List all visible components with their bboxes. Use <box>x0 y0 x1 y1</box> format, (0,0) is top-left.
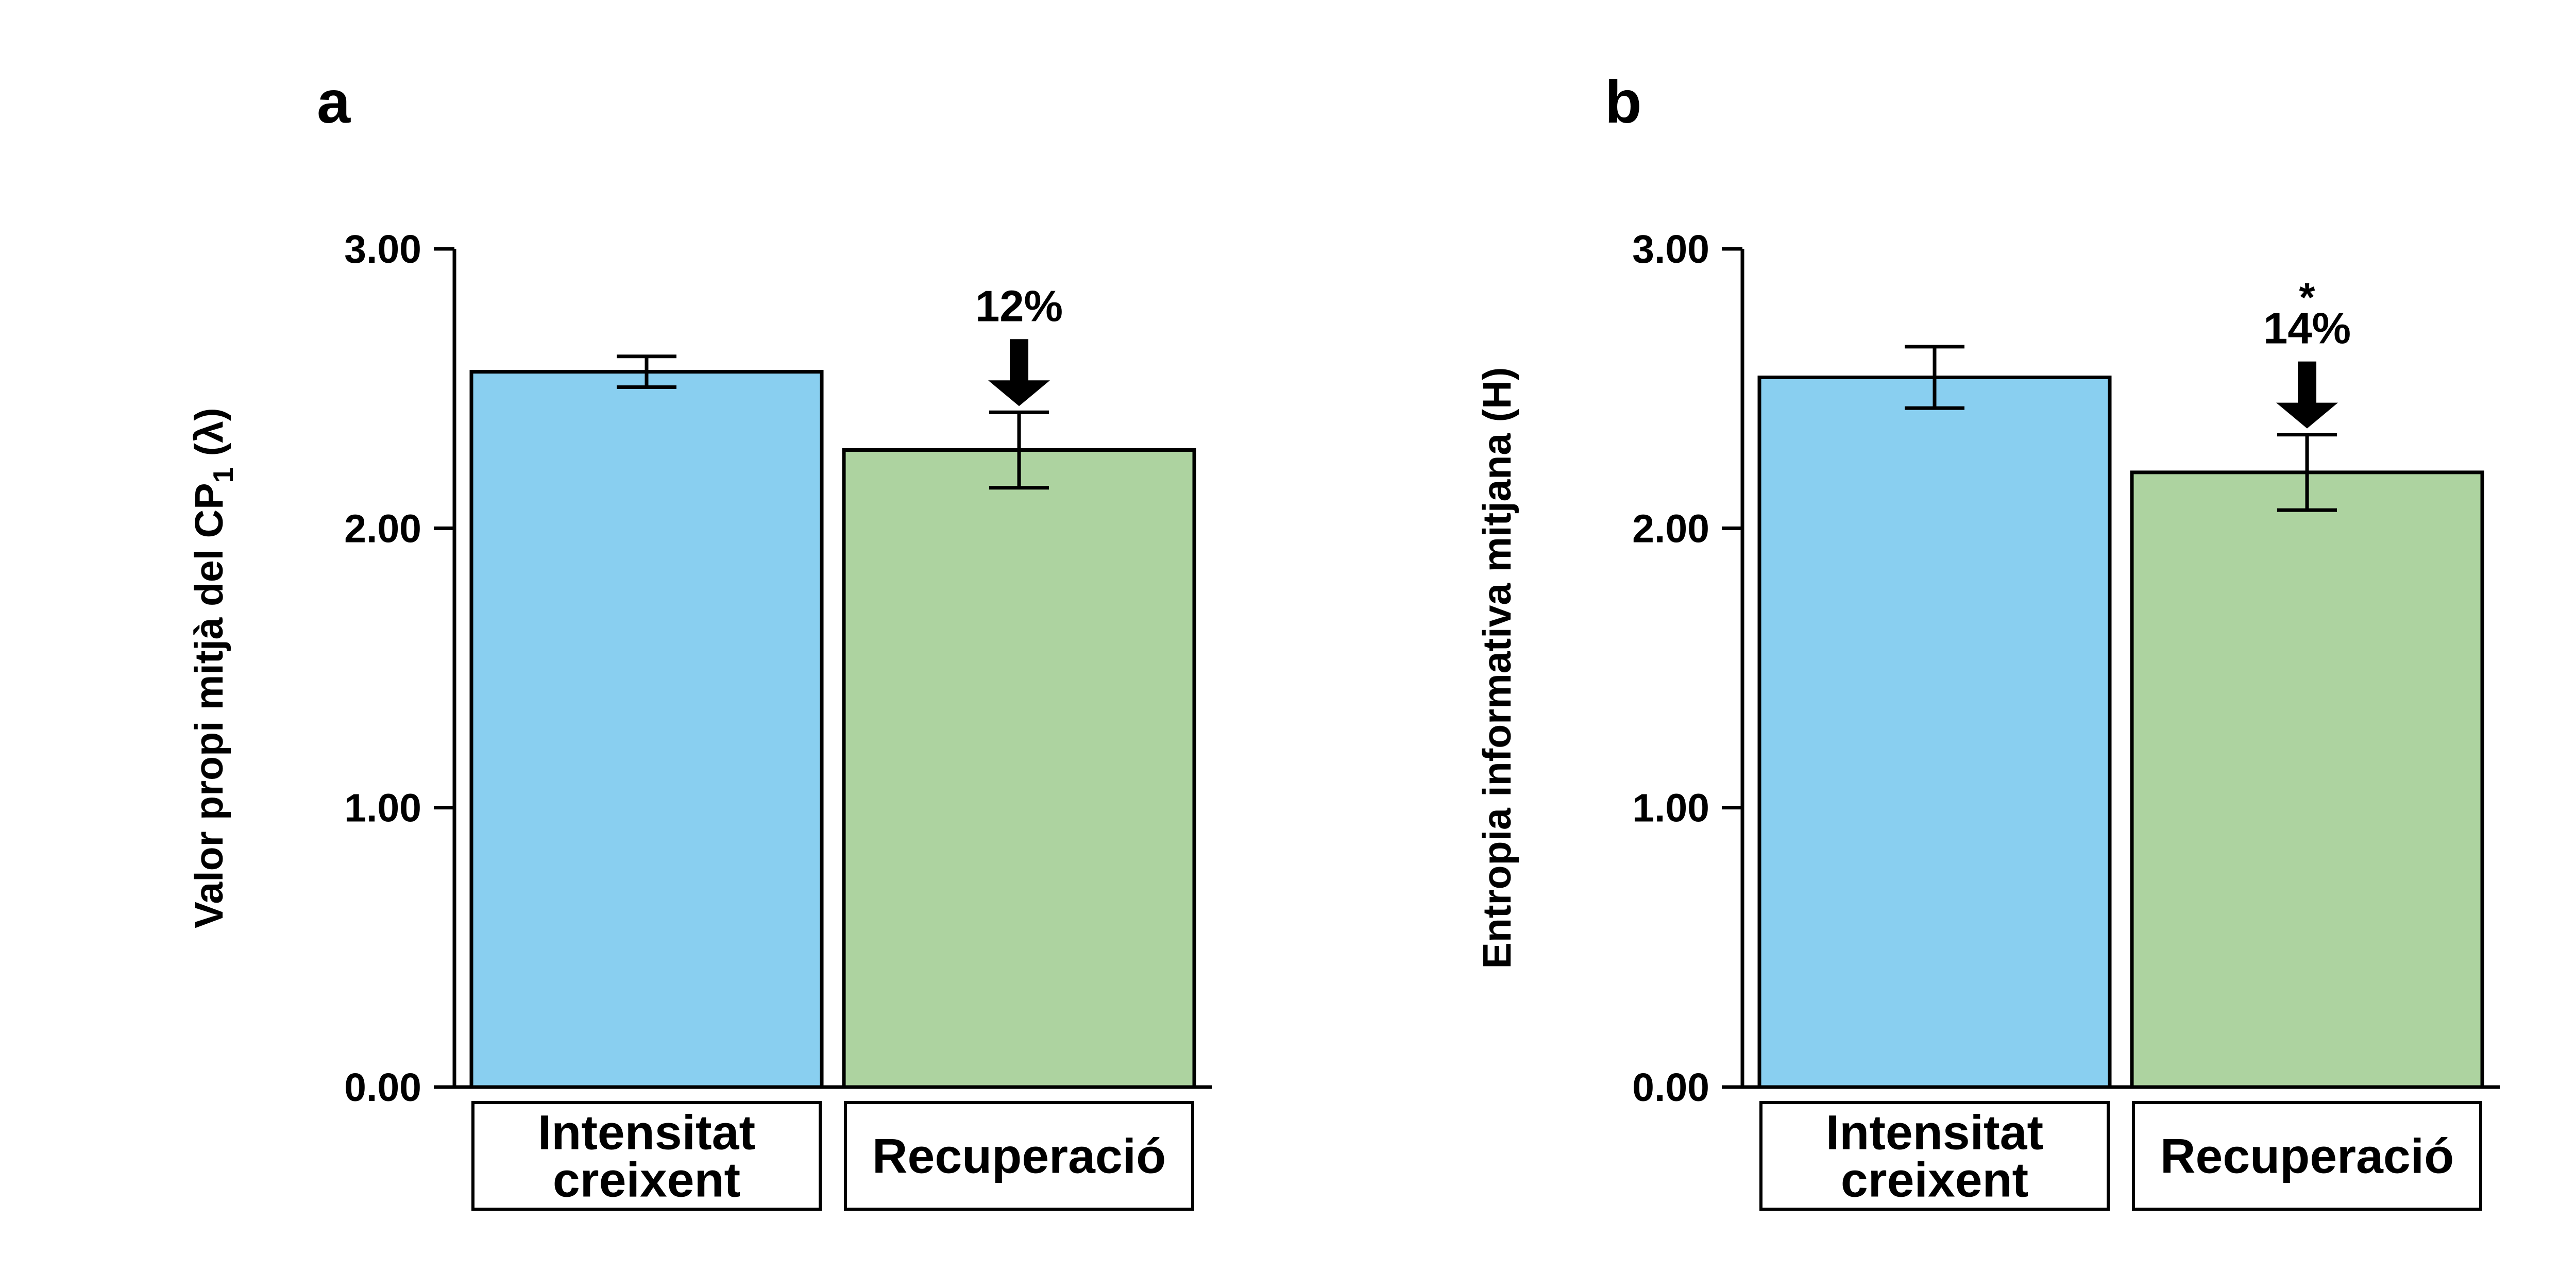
bar-2 <box>2130 470 2484 1089</box>
bar-1 <box>1757 375 2112 1089</box>
y-tick-label: 0.00 <box>1632 1065 1709 1110</box>
category-box-2 <box>2132 1101 2482 1211</box>
category-label: Intensitat <box>1826 1106 2043 1160</box>
panel-letter: b <box>1605 68 1641 135</box>
category-box-1 <box>1759 1101 2110 1211</box>
category-label: creixent <box>553 1153 740 1208</box>
bar-1 <box>469 370 824 1089</box>
y-tick-label: 1.00 <box>344 786 421 831</box>
panel-letter: a <box>317 68 351 135</box>
annotation-group: 14%* <box>2263 275 2351 429</box>
error-bar-2 <box>989 410 1049 490</box>
bar-2 <box>842 448 1196 1089</box>
category-box-1 <box>471 1101 822 1211</box>
arrow-shaft <box>2298 361 2316 404</box>
y-axis-title: Valor propi mitjà del CP1 (λ) <box>187 408 239 928</box>
category-box-2 <box>844 1101 1194 1211</box>
category-label: Intensitat <box>538 1106 755 1160</box>
y-tick-label: 2.00 <box>344 506 421 551</box>
percent-change-label: 12% <box>975 282 1063 331</box>
arrow-shaft <box>1010 339 1028 382</box>
category-label: Recuperació <box>2160 1129 2454 1184</box>
y-tick-label: 3.00 <box>1632 227 1709 272</box>
annotation-group: 12% <box>975 282 1063 406</box>
error-bar-2 <box>2277 433 2337 512</box>
category-label: Recuperació <box>872 1129 1166 1184</box>
arrow-down-icon <box>2276 402 2338 429</box>
error-bar-1 <box>1905 345 1964 410</box>
y-tick-label: 1.00 <box>1632 786 1709 831</box>
y-tick-label: 2.00 <box>1632 506 1709 551</box>
y-tick-label: 0.00 <box>344 1065 421 1110</box>
y-axis-title: Entropia informativa mitjana (H) <box>1475 367 1519 969</box>
error-bar-1 <box>617 354 676 389</box>
y-tick-label: 3.00 <box>344 227 421 272</box>
category-label: creixent <box>1841 1153 2028 1208</box>
significance-star: * <box>2299 275 2315 320</box>
percent-change-label: 14% <box>2263 304 2351 353</box>
arrow-down-icon <box>988 380 1050 406</box>
